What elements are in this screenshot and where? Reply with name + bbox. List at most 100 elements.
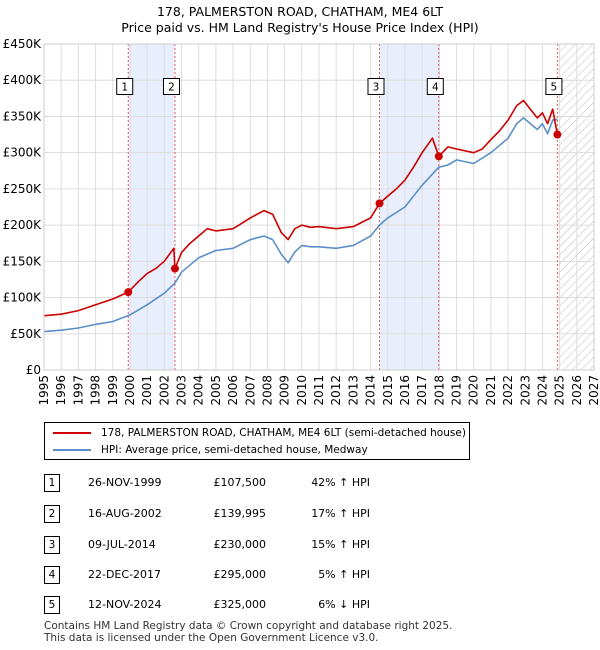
table-row: 4 22-DEC-2017 £295,000 5% ↑ HPI [0,566,600,584]
transaction-number: 4 [44,566,60,584]
y-tick-label: £0 [26,363,41,377]
x-tick-label: 2015 [381,375,395,406]
sale-label-4: 4 [432,82,439,94]
table-row: 1 26-NOV-1999 £107,500 42% ↑ HPI [0,474,600,492]
plot-frame [43,43,595,371]
price-chart: £0 £50K £100K £150K £200K £250K £300K £350K £400… [3,37,600,406]
series-line-property [44,99,559,317]
sale-label-2: 2 [168,82,175,94]
sale-point-1 [124,288,133,297]
legend-label-property: 178, PALMERSTON ROAD, CHATHAM, ME4 6LT (… [101,427,466,439]
transaction-price: £139,995 [213,507,267,520]
x-tick-label: 2023 [518,375,532,406]
x-tick-label: 2014 [364,375,378,406]
x-tick-label: 2022 [501,375,515,406]
y-tick-label: £250K [3,182,43,196]
legend-item-property: 178, PALMERSTON ROAD, CHATHAM, ME4 6LT (… [53,425,466,441]
transaction-hpi: 15% ↑ HPI [311,538,370,551]
series-line-hpi [44,117,558,333]
transaction-hpi: 42% ↑ HPI [311,476,370,489]
sale-label-5: 5 [551,82,558,94]
title-line-1: 178, PALMERSTON ROAD, CHATHAM, ME4 6LT [156,4,444,19]
transaction-price: £107,500 [213,476,267,489]
x-tick-label: 2025 [553,375,567,406]
sale-point-2 [170,264,179,273]
x-tick-label: 1999 [106,375,120,406]
y-tick-label: £450K [3,37,43,51]
sale-point-4 [434,152,443,161]
chart-title: 178, PALMERSTON ROAD, CHATHAM, ME4 6LT P… [0,4,600,36]
x-tick-label: 2019 [450,375,464,406]
y-tick-label: £200K [3,218,43,232]
transaction-date: 09-JUL-2014 [88,538,156,551]
sale-point-5 [553,130,562,139]
sale-label-box-1 [116,78,134,95]
transaction-hpi: 17% ↑ HPI [311,507,370,520]
legend-swatch-property [53,432,91,434]
y-tick-label: £100K [3,291,43,305]
x-tick-label: 1995 [37,375,51,406]
forecast-hatch [557,44,594,370]
x-tick-label: 2009 [278,375,292,406]
x-tick-label: 2000 [123,375,137,406]
x-tick-label: 2010 [295,375,309,406]
transaction-date: 26-NOV-1999 [88,476,162,489]
shaded-period-2 [379,44,439,370]
transaction-number: 2 [44,505,60,523]
transaction-number: 3 [44,536,60,554]
x-tick-label: 2027 [587,375,600,406]
legend-item-hpi: HPI: Average price, semi-detached house,… [53,442,368,458]
shaded-period-1 [128,44,175,370]
sale-label-box-3 [367,78,385,95]
x-tick-label: 2012 [329,375,343,406]
x-tick-label: 2020 [467,375,481,406]
y-tick-label: £300K [3,146,43,160]
table-row: 2 16-AUG-2002 £139,995 17% ↑ HPI [0,505,600,523]
x-tick-label: 2006 [226,375,240,406]
sale-label-box-2 [162,78,180,95]
transaction-date: 12-NOV-2024 [88,598,162,611]
x-tick-label: 2008 [260,375,274,406]
x-tick-label: 2004 [192,375,206,406]
x-tick-label: 2003 [175,375,189,406]
legend: 178, PALMERSTON ROAD, CHATHAM, ME4 6LT (… [44,422,470,460]
x-tick-label: 2016 [398,375,412,406]
transaction-hpi: 6% ↓ HPI [318,598,370,611]
y-tick-label: £150K [3,254,43,268]
sale-label-box-5 [545,78,563,95]
x-tick-label: 2017 [415,375,429,406]
x-tick-label: 2002 [157,375,171,406]
x-tick-label: 1997 [71,375,85,406]
y-tick-label: £350K [3,109,43,123]
x-tick-label: 2005 [209,375,223,406]
x-tick-label: 2001 [140,375,154,406]
x-tick-label: 1998 [89,375,103,406]
transaction-date: 16-AUG-2002 [88,507,162,520]
title-line-2: Price paid vs. HM Land Registry's House … [121,20,479,35]
x-tick-label: 2024 [535,375,549,406]
x-tick-label: 1996 [54,375,68,406]
sale-point-3 [375,199,384,208]
footer-line-2: This data is licensed under the Open Gov… [44,632,379,644]
series-group [44,99,559,333]
transaction-price: £295,000 [213,568,267,581]
x-tick-label: 2026 [570,375,584,406]
transaction-hpi: 5% ↑ HPI [318,568,370,581]
footer-line-1: Contains HM Land Registry data © Crown c… [44,620,453,632]
legend-label-hpi: HPI: Average price, semi-detached house,… [101,444,368,456]
x-tick-label: 2007 [243,375,257,406]
table-row: 3 09-JUL-2014 £230,000 15% ↑ HPI [0,536,600,554]
y-tick-label: £50K [10,327,42,341]
x-tick-label: 2011 [312,375,326,406]
table-row: 5 12-NOV-2024 £325,000 6% ↓ HPI [0,596,600,614]
sale-label-box-4 [426,78,444,95]
transaction-number: 1 [44,474,60,492]
sale-label-3: 3 [373,82,380,94]
footer-attribution: Contains HM Land Registry data © Crown c… [44,620,452,644]
transaction-number: 5 [44,596,60,614]
transaction-price: £325,000 [213,598,267,611]
legend-swatch-hpi [53,449,91,451]
x-tick-label: 2013 [346,375,360,406]
transaction-date: 22-DEC-2017 [88,568,162,581]
x-tick-label: 2021 [484,375,498,406]
